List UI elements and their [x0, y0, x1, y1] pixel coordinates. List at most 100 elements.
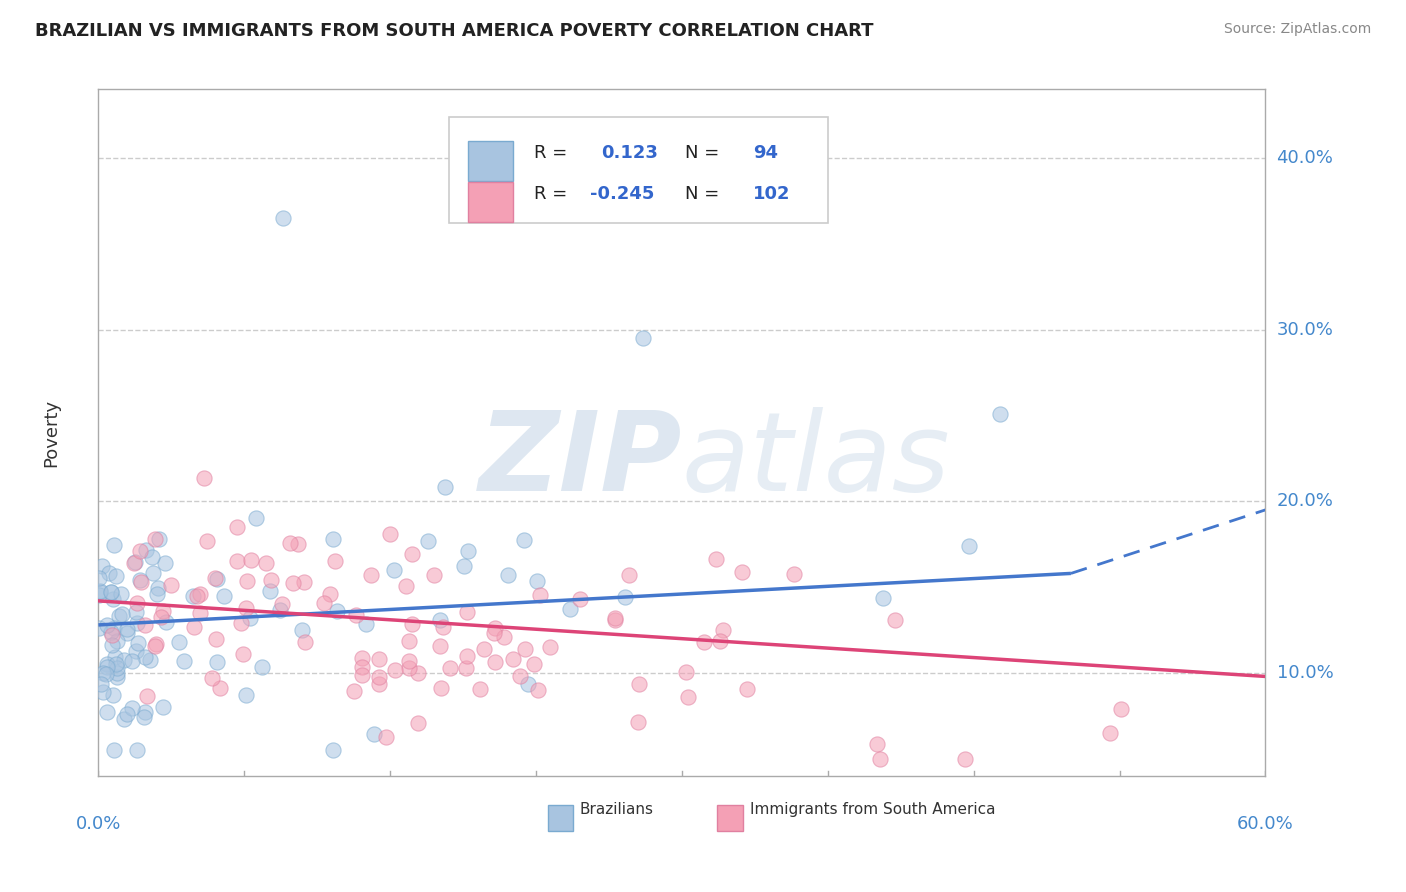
- Point: [709, 634, 731, 648]
- Point: [423, 567, 446, 582]
- Point: [292, 575, 315, 590]
- Point: [135, 543, 157, 558]
- Point: [160, 578, 183, 592]
- Point: [117, 707, 139, 722]
- Point: [226, 553, 249, 567]
- Point: [271, 211, 294, 225]
- Point: [188, 587, 211, 601]
- Point: [401, 547, 423, 561]
- Point: [201, 671, 224, 685]
- Point: [134, 617, 156, 632]
- Point: [260, 573, 283, 587]
- Point: [312, 596, 335, 610]
- Point: [204, 571, 226, 585]
- Point: [146, 581, 169, 595]
- Point: [125, 743, 148, 757]
- Point: [152, 604, 174, 618]
- Point: [470, 682, 492, 697]
- Point: [988, 407, 1011, 421]
- Point: [1098, 726, 1121, 740]
- Point: [125, 644, 148, 658]
- Point: [103, 538, 125, 552]
- Point: [953, 752, 976, 766]
- Text: 102: 102: [754, 186, 790, 203]
- Point: [105, 666, 128, 681]
- Point: [186, 589, 208, 603]
- Point: [693, 635, 716, 649]
- Point: [90, 677, 112, 691]
- Text: BRAZILIAN VS IMMIGRANTS FROM SOUTH AMERICA POVERTY CORRELATION CHART: BRAZILIAN VS IMMIGRANTS FROM SOUTH AMERI…: [35, 22, 873, 40]
- Bar: [468, 182, 513, 222]
- Point: [101, 628, 124, 642]
- Point: [141, 549, 163, 564]
- Point: [254, 556, 277, 570]
- Text: N =: N =: [685, 186, 725, 203]
- Point: [323, 554, 346, 568]
- Text: R =: R =: [534, 186, 572, 203]
- Point: [406, 666, 429, 681]
- Point: [181, 589, 204, 603]
- Point: [89, 622, 111, 636]
- Point: [367, 677, 389, 691]
- Point: [872, 591, 894, 605]
- Point: [322, 743, 344, 757]
- Point: [121, 653, 143, 667]
- Point: [142, 566, 165, 580]
- Point: [89, 583, 111, 598]
- Point: [439, 661, 461, 675]
- Point: [103, 743, 125, 757]
- Point: [91, 684, 114, 698]
- Point: [104, 657, 127, 672]
- Point: [287, 537, 309, 551]
- Text: 0.123: 0.123: [602, 145, 658, 162]
- Point: [344, 607, 367, 622]
- Point: [513, 641, 536, 656]
- Point: [96, 618, 118, 632]
- Point: [112, 712, 135, 726]
- Point: [104, 650, 127, 665]
- Point: [89, 589, 111, 603]
- Point: [457, 544, 479, 558]
- Point: [124, 555, 146, 569]
- Point: [136, 689, 159, 703]
- Point: [456, 661, 478, 675]
- Point: [363, 726, 385, 740]
- Point: [627, 714, 650, 729]
- Point: [432, 620, 454, 634]
- Point: [245, 511, 267, 525]
- Point: [319, 587, 342, 601]
- Point: [367, 670, 389, 684]
- Point: [183, 620, 205, 634]
- Point: [398, 654, 420, 668]
- Point: [512, 533, 534, 547]
- Text: N =: N =: [685, 145, 725, 162]
- Point: [127, 615, 149, 630]
- Point: [205, 572, 228, 586]
- Point: [205, 632, 228, 646]
- Point: [235, 601, 257, 615]
- Point: [496, 568, 519, 582]
- Point: [294, 634, 316, 648]
- Point: [122, 556, 145, 570]
- Point: [605, 611, 627, 625]
- Point: [98, 566, 121, 580]
- Point: [271, 597, 294, 611]
- Point: [291, 623, 314, 637]
- Point: [484, 656, 506, 670]
- Point: [105, 633, 128, 648]
- Text: atlas: atlas: [682, 407, 950, 514]
- Point: [352, 651, 374, 665]
- Point: [453, 559, 475, 574]
- Point: [169, 634, 191, 648]
- Point: [430, 681, 453, 695]
- Point: [281, 575, 304, 590]
- Point: [259, 583, 281, 598]
- Point: [322, 533, 344, 547]
- Point: [406, 715, 429, 730]
- Point: [107, 608, 129, 623]
- Point: [134, 649, 156, 664]
- Point: [129, 544, 152, 558]
- Point: [494, 630, 516, 644]
- Point: [121, 701, 143, 715]
- Point: [280, 536, 302, 550]
